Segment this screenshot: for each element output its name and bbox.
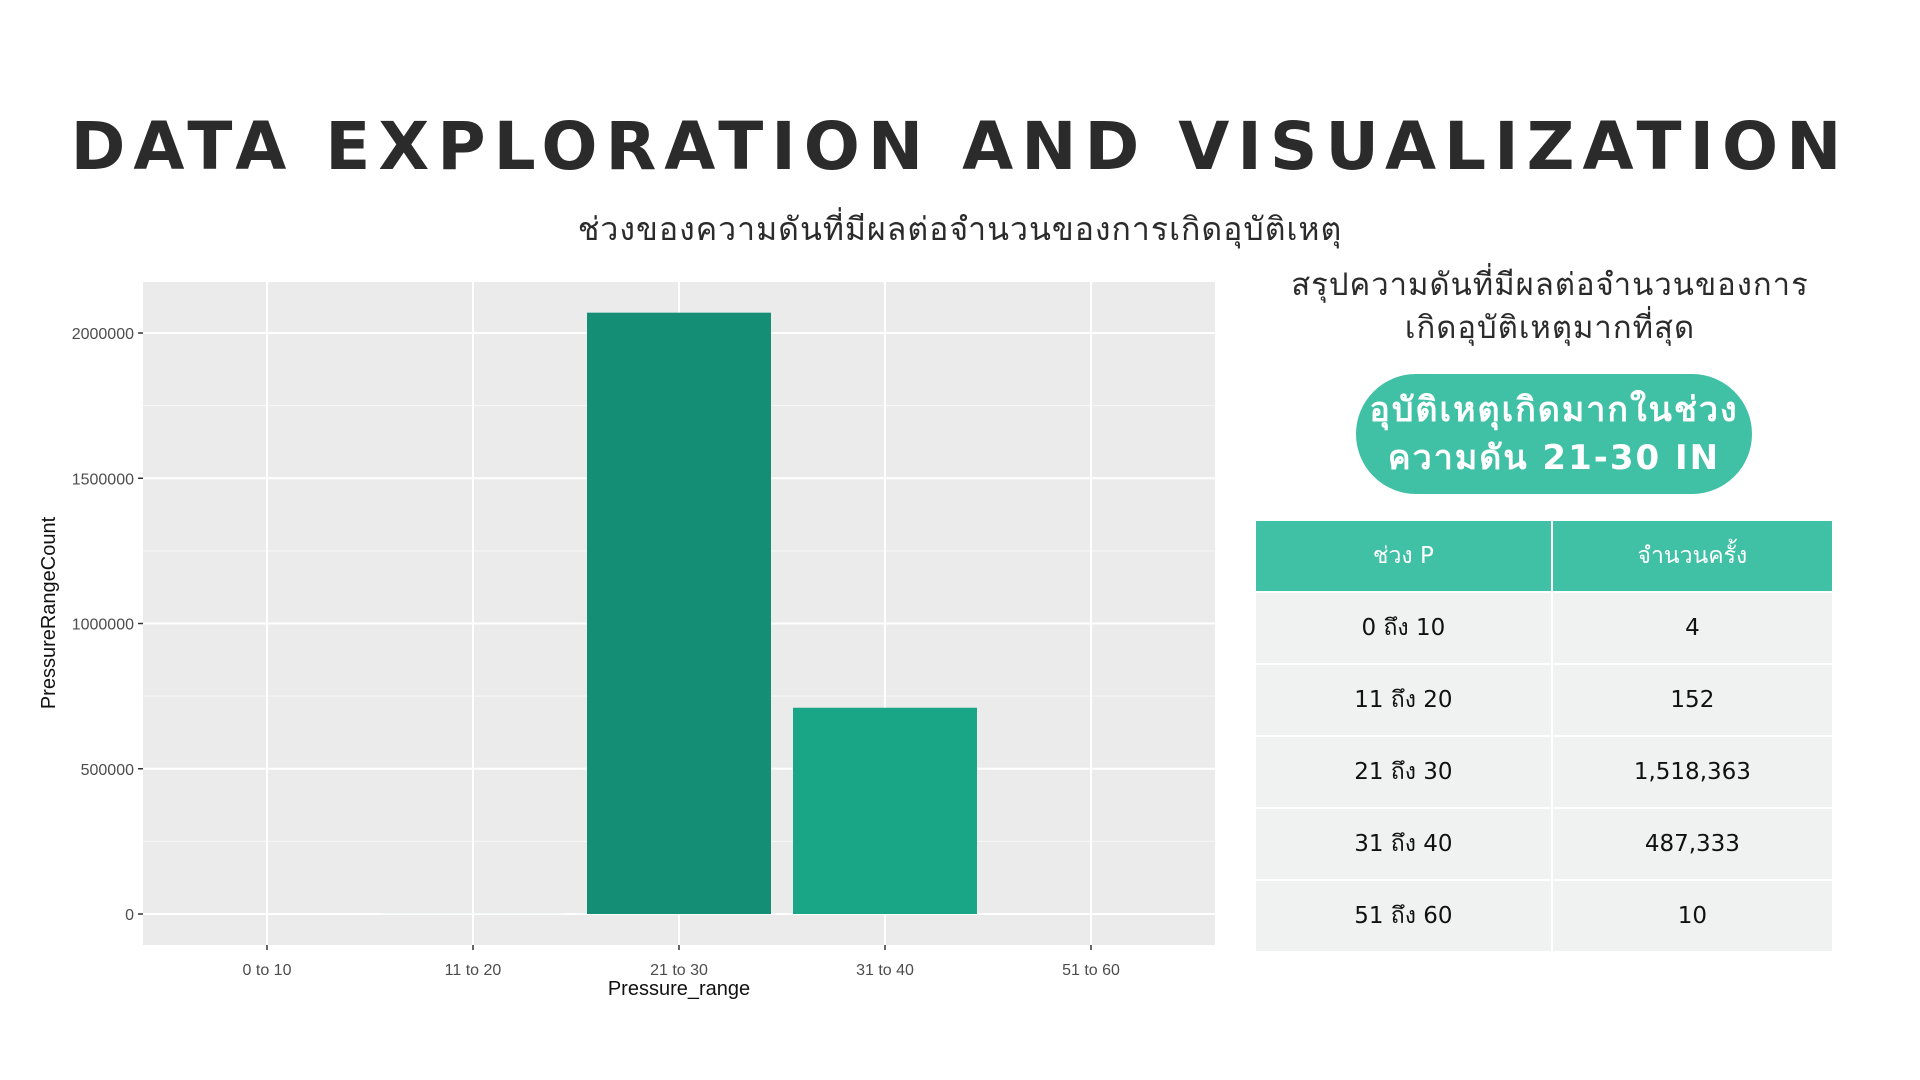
- cell-count: 4: [1551, 592, 1832, 665]
- y-axis-title: PressureRangeCount: [38, 516, 60, 709]
- x-tick-label: 11 to 20: [445, 962, 502, 979]
- cell-count: 152: [1551, 664, 1832, 737]
- cell-range: 31 ถึง 40: [1256, 808, 1553, 881]
- cell-range: 11 ถึง 20: [1256, 664, 1553, 737]
- highlight-badge-line-2: ความดัน 21-30 IN: [1387, 438, 1721, 478]
- header-pressure-range: ช่วง P: [1256, 521, 1553, 593]
- y-tick-label: 2000000: [72, 326, 134, 343]
- bar-chart: 0 500000 1000000 1500000 2000000 0 to 10 11 to…: [38, 282, 1215, 1000]
- highlight-badge: อุบัติเหตุเกิดมากในช่วง ความดัน 21-30 IN: [1356, 374, 1752, 494]
- table-header-row: ช่วง P จำนวนครั้ง: [1256, 521, 1832, 593]
- y-tick-label: 500000: [81, 762, 134, 779]
- header-count: จำนวนครั้ง: [1551, 521, 1832, 593]
- y-tick-label: 0: [125, 907, 134, 924]
- cell-count: 1,518,363: [1551, 736, 1832, 809]
- y-tick-label: 1000000: [72, 617, 134, 634]
- table-row: 11 ถึง 20 152: [1256, 664, 1832, 737]
- summary-table: ช่วง P จำนวนครั้ง 0 ถึง 10 4 11 ถึง 20 1…: [1256, 521, 1832, 953]
- page-subtitle: ช่วงของความดันที่มีผลต่อจำนวนของการเกิดอ…: [577, 210, 1343, 248]
- x-tick-label: 0 to 10: [243, 962, 292, 979]
- table-row: 21 ถึง 30 1,518,363: [1256, 736, 1832, 809]
- highlight-badge-line-1: อุบัติเหตุเกิดมากในช่วง: [1369, 390, 1739, 430]
- cell-count: 487,333: [1551, 808, 1832, 881]
- x-axis-title: Pressure_range: [608, 978, 750, 1000]
- bar-31-to-40: [793, 707, 977, 914]
- x-tick-label: 21 to 30: [650, 962, 708, 979]
- cell-range: 0 ถึง 10: [1256, 592, 1553, 665]
- summary-title: สรุปความดันที่มีผลต่อจำนวนของการ เกิดอุบ…: [1260, 264, 1840, 350]
- bars: [175, 312, 1183, 914]
- page-title: DATA EXPLORATION AND VISUALIZATION: [70, 108, 1850, 185]
- table-row: 51 ถึง 60 10: [1256, 880, 1832, 953]
- y-tick-label: 1500000: [72, 471, 134, 488]
- summary-title-line-2: เกิดอุบัติเหตุมากที่สุด: [1404, 310, 1696, 346]
- table-row: 0 ถึง 10 4: [1256, 592, 1832, 665]
- summary-title-line-1: สรุปความดันที่มีผลต่อจำนวนของการ: [1291, 267, 1809, 303]
- cell-count: 10: [1551, 880, 1832, 953]
- cell-range: 51 ถึง 60: [1256, 880, 1553, 953]
- table-row: 31 ถึง 40 487,333: [1256, 808, 1832, 881]
- bar-21-to-30: [587, 312, 771, 914]
- x-tick-label: 31 to 40: [856, 962, 914, 979]
- cell-range: 21 ถึง 30: [1256, 736, 1553, 809]
- x-tick-label: 51 to 60: [1062, 962, 1120, 979]
- axis-ticks: 0 500000 1000000 1500000 2000000 0 to 10 11 to…: [72, 326, 1120, 979]
